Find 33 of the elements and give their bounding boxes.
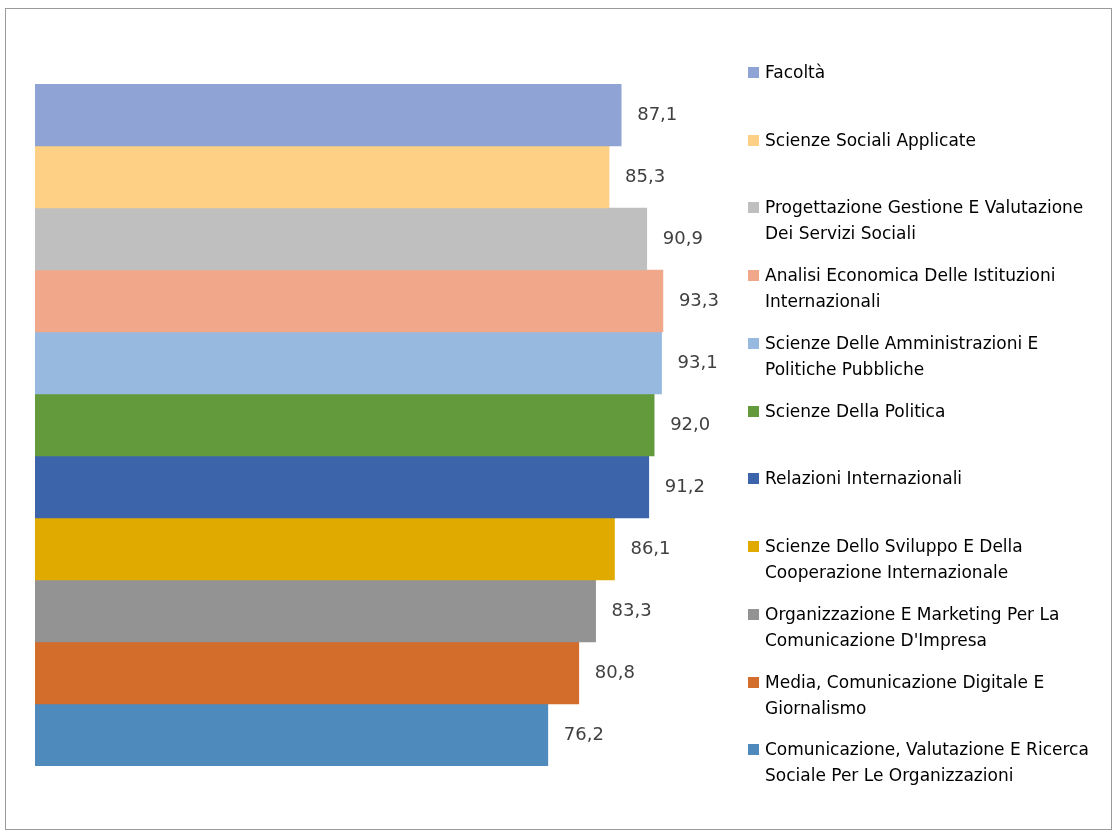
data-label: 85,3 [625,164,666,186]
legend-label: Comunicazione, Valutazione E Ricerca Sociale Per Le Organizzazioni [765,738,1090,788]
legend-label: Scienze Delle Amministrazioni E Politiche Pubbliche [765,331,1040,381]
legend-label: Facoltà [765,61,827,84]
data-label: 93,3 [678,288,719,310]
legend-label: Scienze Della Politica [765,399,947,423]
legend-label: Organizzazione E Marketing Per La Comunicazione D'Impresa [765,602,1061,652]
bar [35,145,610,209]
data-label: 92,0 [670,412,711,434]
legend-label: Scienze Dello Sviluppo E Della Cooperazione Internazionale [765,535,1024,585]
data-label: 80,8 [594,660,635,682]
legend-label: Relazioni Internazionali [765,467,964,491]
data-label: 76,2 [563,722,604,744]
legend-label: Progettazione Gestione E Valutazione Dei Servizi Sociali [765,196,1085,246]
legend-label: Analisi Economica Delle Istituzioni Internazionali [765,264,1057,314]
bar [35,331,662,395]
data-label: 91,2 [664,474,705,496]
legend-label: Scienze Sociali Applicate [765,128,977,152]
bar [35,703,549,766]
data-label: 83,3 [611,598,652,620]
bar [35,393,655,457]
bar [35,579,596,643]
bar [35,455,650,519]
data-label: 90,9 [662,226,703,248]
bar [35,207,648,271]
bar [35,641,580,705]
bar [35,84,622,147]
bar [35,269,664,333]
data-label: 93,1 [677,350,718,372]
bar [35,517,615,581]
data-label: 86,1 [630,536,671,558]
data-label: 87,1 [637,102,678,124]
legend-label: Media, Comunicazione Digitale E Giornalismo [765,670,1046,720]
